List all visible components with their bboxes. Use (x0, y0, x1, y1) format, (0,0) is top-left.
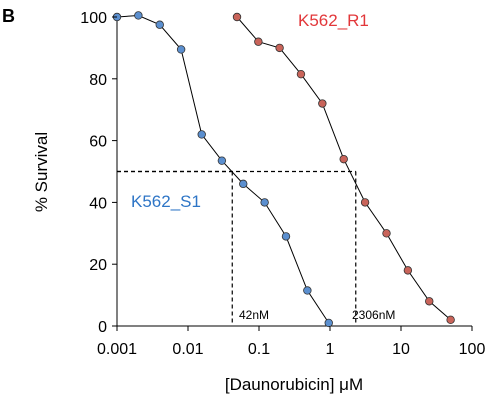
ic50-label-r1: 2306nM (352, 308, 395, 322)
y-tick-label: 60 (89, 134, 107, 151)
data-point-k562-r1 (275, 43, 284, 53)
x-axis-label: [Daunorubicin] μM (225, 375, 363, 394)
data-point-k562-r1 (403, 266, 413, 275)
data-point-k562-r1 (446, 315, 455, 325)
data-point-k562-r1 (339, 154, 348, 164)
data-point-k562-s1 (281, 232, 291, 241)
y-tick-label: 0 (98, 319, 107, 336)
series-label-k562-s1: K562_S1 (131, 192, 201, 211)
series-line-k562-s1 (116, 14, 330, 324)
data-point-k562-r1 (360, 198, 370, 207)
series-lines (116, 14, 451, 324)
x-tick-label: 10 (392, 341, 410, 358)
series-label-k562-r1: K562_R1 (298, 11, 369, 30)
data-point-k562-s1 (155, 20, 164, 29)
data-point-k562-r1 (296, 69, 306, 79)
data-point-k562-s1 (260, 198, 269, 207)
x-tick-label: 1 (326, 341, 335, 358)
x-ticks: 0.001 0.01 0.1 1 10 100 (97, 326, 485, 358)
data-point-k562-r1 (382, 229, 391, 238)
y-tick-label: 40 (89, 195, 107, 212)
data-point-k562-s1 (176, 45, 186, 54)
y-ticks: 0 20 40 60 80 100 (80, 10, 117, 336)
data-point-k562-s1 (217, 156, 227, 165)
x-tick-label: 0.001 (97, 341, 137, 358)
series-line-k562-r1 (236, 16, 451, 321)
data-point-k562-s1 (197, 130, 206, 139)
y-tick-label: 80 (89, 72, 107, 89)
ic50-label-s1: 42nM (239, 308, 269, 322)
data-point-k562-s1 (239, 179, 248, 189)
data-point-k562-s1 (134, 11, 143, 20)
data-point-k562-s1 (303, 286, 312, 295)
data-point-k562-r1 (318, 99, 327, 108)
data-point-k562-s1 (324, 318, 333, 328)
x-tick-label: 0.01 (172, 341, 203, 358)
y-tick-label: 20 (89, 257, 107, 274)
y-axis-label: % Survival (32, 132, 51, 212)
y-tick-label: 100 (80, 10, 107, 27)
x-tick-label: 100 (459, 341, 486, 358)
data-point-k562-r1 (425, 297, 434, 306)
panel-label: B (2, 6, 15, 26)
data-point-k562-r1 (232, 12, 242, 22)
x-tick-label: 0.1 (248, 341, 270, 358)
data-points (112, 11, 455, 328)
ic50-reference-lines (117, 170, 357, 326)
data-point-k562-r1 (254, 37, 263, 46)
